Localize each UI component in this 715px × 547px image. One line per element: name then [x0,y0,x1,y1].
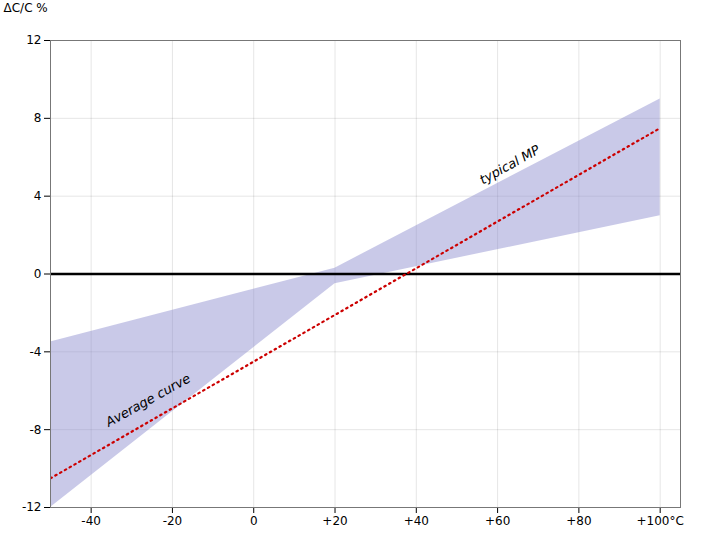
svg-text:+60: +60 [485,514,510,528]
svg-text:-4: -4 [30,345,42,359]
svg-text:0: 0 [250,514,258,528]
svg-text:4: 4 [34,189,42,203]
svg-text:8: 8 [34,111,42,125]
svg-text:-12: -12 [22,500,42,514]
svg-text:Average curve: Average curve [102,371,193,431]
svg-text:+80: +80 [566,514,591,528]
svg-text:0: 0 [34,267,42,281]
svg-text:12: 12 [26,33,41,47]
svg-text:-8: -8 [30,423,42,437]
svg-text:ΔC/C %: ΔC/C % [4,1,48,15]
svg-text:+40: +40 [404,514,429,528]
svg-text:-20: -20 [163,514,183,528]
svg-text:-40: -40 [81,514,101,528]
svg-text:+20: +20 [322,514,347,528]
svg-text:+100°C: +100°C [637,514,684,528]
svg-text:typical MP: typical MP [477,142,543,187]
